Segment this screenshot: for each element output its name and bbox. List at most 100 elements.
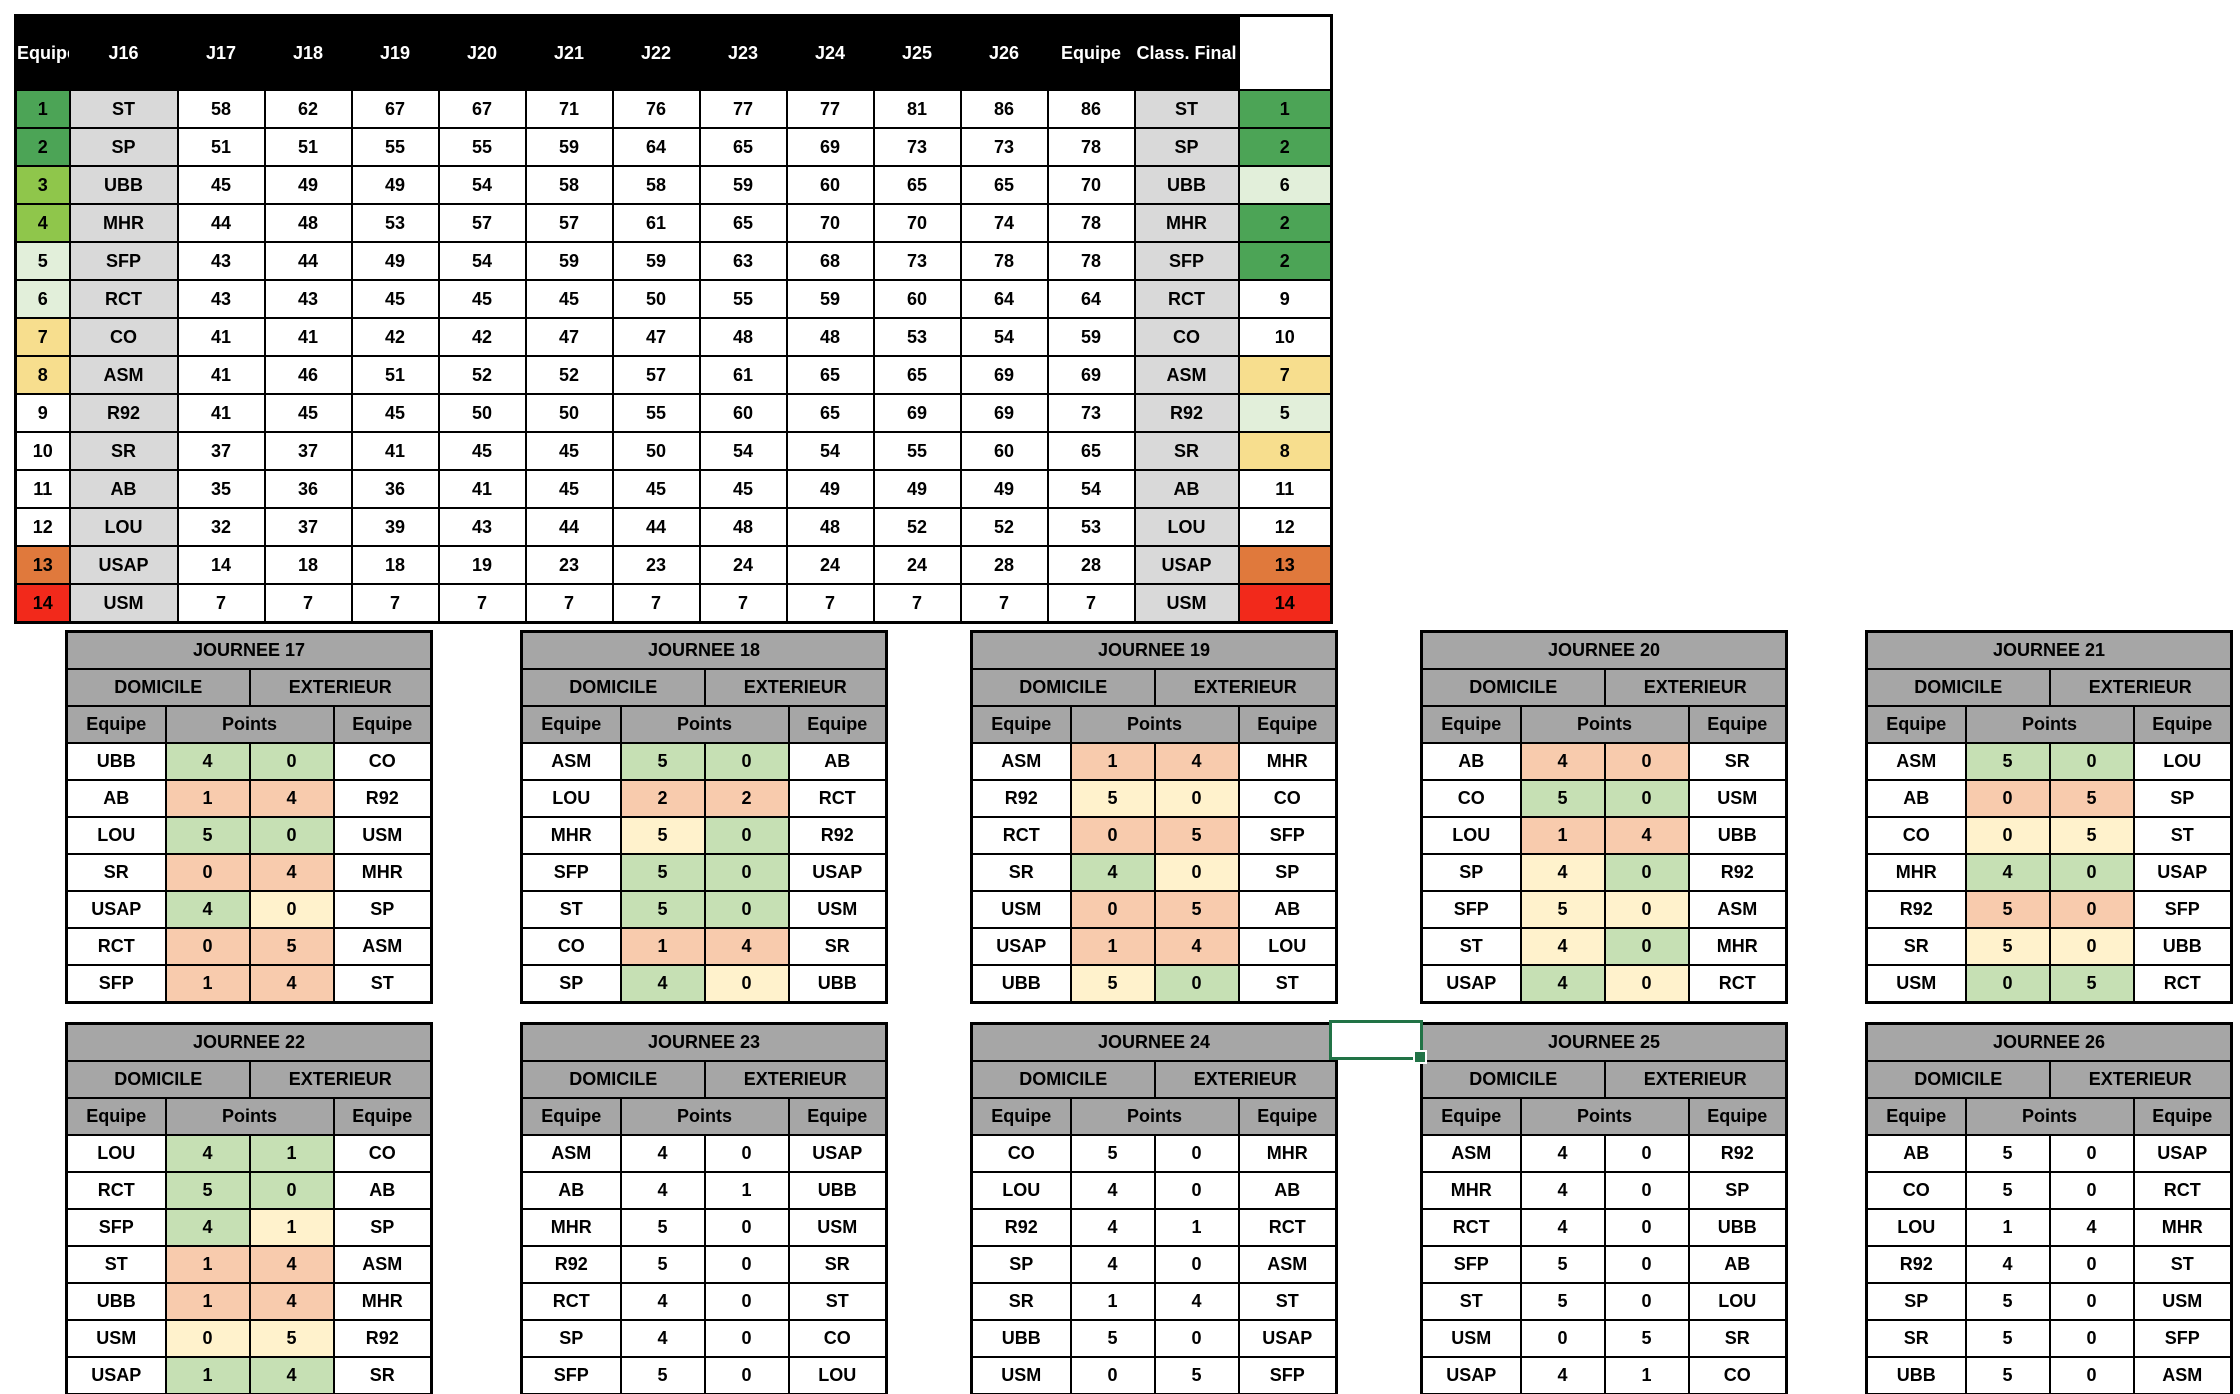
equipe-header[interactable]: Equipe bbox=[520, 705, 622, 744]
domicile-header[interactable]: DOMICILE bbox=[970, 1060, 1156, 1099]
cell-points[interactable]: 42 bbox=[350, 317, 440, 357]
cell-points[interactable]: 61 bbox=[698, 355, 788, 395]
cell-points[interactable]: 24 bbox=[698, 545, 788, 585]
cell-points[interactable]: 67 bbox=[437, 89, 527, 129]
cell-home-points[interactable]: 1 bbox=[1519, 816, 1606, 855]
cell-away-points[interactable]: 0 bbox=[703, 890, 790, 929]
cell-points[interactable]: 45 bbox=[437, 431, 527, 471]
cell-away-points[interactable]: 1 bbox=[1153, 1208, 1240, 1247]
cell-away-team[interactable]: MHR bbox=[332, 853, 433, 892]
cell-away-team[interactable]: USAP bbox=[1237, 1319, 1338, 1358]
cell-points[interactable]: 36 bbox=[263, 469, 353, 509]
cell-points[interactable]: 44 bbox=[524, 507, 614, 547]
cell-home-points[interactable]: 5 bbox=[1069, 964, 1156, 1004]
cell-away-team[interactable]: ST bbox=[332, 964, 433, 1004]
cell-team[interactable]: UBB bbox=[68, 165, 179, 205]
cell-points[interactable]: 65 bbox=[785, 393, 875, 433]
cell-home-team[interactable]: SR bbox=[65, 853, 167, 892]
cell-team[interactable]: SFP bbox=[1133, 241, 1240, 281]
cell-away-points[interactable]: 5 bbox=[2048, 816, 2135, 855]
cell-points[interactable]: 45 bbox=[350, 279, 440, 319]
cell-home-points[interactable]: 0 bbox=[1964, 779, 2051, 818]
cell-points[interactable]: 24 bbox=[872, 545, 962, 585]
cell-home-team[interactable]: MHR bbox=[520, 816, 622, 855]
cell-home-team[interactable]: R92 bbox=[970, 779, 1072, 818]
cell-points[interactable]: 69 bbox=[959, 355, 1049, 395]
cell-points[interactable]: 59 bbox=[524, 241, 614, 281]
cell-points[interactable]: 41 bbox=[176, 393, 266, 433]
cell-home-points[interactable]: 4 bbox=[1069, 1171, 1156, 1210]
cell-home-team[interactable]: SFP bbox=[65, 964, 167, 1004]
cell-home-points[interactable]: 5 bbox=[1519, 1245, 1606, 1284]
cell-points[interactable]: 51 bbox=[176, 127, 266, 167]
exterieur-header[interactable]: EXTERIEUR bbox=[248, 668, 433, 707]
cell-points[interactable]: 50 bbox=[611, 431, 701, 471]
cell-team[interactable]: CO bbox=[68, 317, 179, 357]
cell-home-team[interactable]: UBB bbox=[970, 1319, 1072, 1358]
cell-home-points[interactable]: 4 bbox=[164, 890, 251, 929]
cell-points[interactable]: 57 bbox=[437, 203, 527, 243]
cell-home-points[interactable]: 5 bbox=[619, 816, 706, 855]
cell-team[interactable]: RCT bbox=[1133, 279, 1240, 319]
cell-home-team[interactable]: AB bbox=[520, 1171, 622, 1210]
cell-points[interactable]: 65 bbox=[698, 127, 788, 167]
cell-points[interactable]: 69 bbox=[872, 393, 962, 433]
cell-points[interactable]: 86 bbox=[959, 89, 1049, 129]
cell-away-team[interactable]: SP bbox=[1237, 853, 1338, 892]
cell-points[interactable]: 64 bbox=[611, 127, 701, 167]
cell-away-team[interactable]: LOU bbox=[1687, 1282, 1788, 1321]
exterieur-header[interactable]: EXTERIEUR bbox=[1603, 668, 1788, 707]
exterieur-header[interactable]: EXTERIEUR bbox=[2048, 1060, 2233, 1099]
equipe-header[interactable]: Equipe bbox=[332, 705, 433, 744]
cell-points[interactable]: 60 bbox=[959, 431, 1049, 471]
cell-away-points[interactable]: 4 bbox=[1153, 742, 1240, 781]
cell-home-team[interactable]: USM bbox=[65, 1319, 167, 1358]
cell-home-team[interactable]: USM bbox=[970, 1356, 1072, 1394]
cell-home-points[interactable]: 1 bbox=[619, 927, 706, 966]
cell-away-points[interactable]: 4 bbox=[2048, 1208, 2135, 1247]
cell-home-points[interactable]: 4 bbox=[1519, 964, 1606, 1004]
cell-team[interactable]: USAP bbox=[68, 545, 179, 585]
exterieur-header[interactable]: EXTERIEUR bbox=[1153, 1060, 1338, 1099]
cell-home-points[interactable]: 5 bbox=[619, 1208, 706, 1247]
standings-header-cell[interactable]: J25 bbox=[872, 14, 962, 91]
cell-away-team[interactable]: SR bbox=[787, 1245, 888, 1284]
cell-rank[interactable]: 14 bbox=[14, 583, 71, 624]
cell-away-points[interactable]: 0 bbox=[1153, 964, 1240, 1004]
cell-away-team[interactable]: ST bbox=[787, 1282, 888, 1321]
cell-points[interactable]: 48 bbox=[785, 317, 875, 357]
cell-away-team[interactable]: UBB bbox=[2132, 927, 2233, 966]
cell-team[interactable]: ASM bbox=[1133, 355, 1240, 395]
cell-home-team[interactable]: ST bbox=[1420, 927, 1522, 966]
cell-points[interactable]: 36 bbox=[350, 469, 440, 509]
cell-home-points[interactable]: 4 bbox=[1069, 1208, 1156, 1247]
cell-away-team[interactable]: R92 bbox=[332, 779, 433, 818]
cell-away-points[interactable]: 0 bbox=[703, 853, 790, 892]
cell-away-team[interactable]: MHR bbox=[332, 1282, 433, 1321]
cell-points[interactable]: 41 bbox=[350, 431, 440, 471]
cell-away-points[interactable]: 0 bbox=[2048, 1282, 2135, 1321]
cell-points[interactable]: 73 bbox=[1046, 393, 1136, 433]
cell-points[interactable]: 53 bbox=[1046, 507, 1136, 547]
cell-home-points[interactable]: 4 bbox=[619, 964, 706, 1004]
cell-rank[interactable]: 4 bbox=[14, 203, 71, 243]
cell-points[interactable]: 37 bbox=[263, 431, 353, 471]
cell-points[interactable]: 44 bbox=[611, 507, 701, 547]
cell-points[interactable]: 77 bbox=[698, 89, 788, 129]
cell-home-team[interactable]: USAP bbox=[970, 927, 1072, 966]
cell-team[interactable]: AB bbox=[68, 469, 179, 509]
journee-title[interactable]: JOURNEE 23 bbox=[520, 1022, 888, 1062]
cell-away-team[interactable]: CO bbox=[332, 742, 433, 781]
cell-home-team[interactable]: AB bbox=[1420, 742, 1522, 781]
cell-away-points[interactable]: 0 bbox=[703, 964, 790, 1004]
domicile-header[interactable]: DOMICILE bbox=[520, 668, 706, 707]
journee-title[interactable]: JOURNEE 21 bbox=[1865, 630, 2233, 670]
cell-points[interactable]: 52 bbox=[959, 507, 1049, 547]
cell-away-points[interactable]: 0 bbox=[2048, 1356, 2135, 1394]
cell-away-team[interactable]: RCT bbox=[2132, 964, 2233, 1004]
cell-home-points[interactable]: 4 bbox=[1519, 742, 1606, 781]
cell-points[interactable]: 45 bbox=[524, 431, 614, 471]
cell-home-team[interactable]: ASM bbox=[520, 1134, 622, 1173]
cell-away-team[interactable]: UBB bbox=[1687, 1208, 1788, 1247]
cell-points[interactable]: 47 bbox=[524, 317, 614, 357]
